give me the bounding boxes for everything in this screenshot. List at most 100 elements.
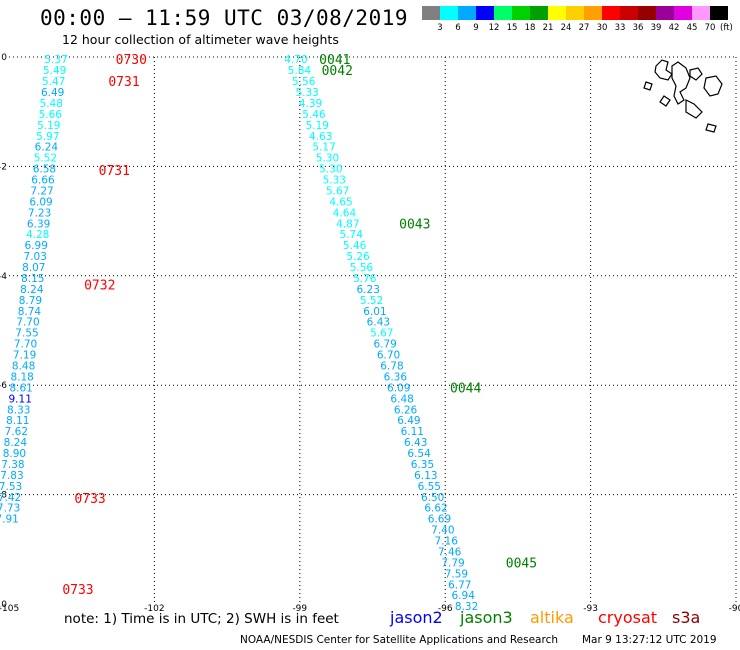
wave-height-value: 4.65 bbox=[329, 196, 352, 208]
wave-height-value: 5.66 bbox=[39, 109, 63, 121]
legend-item-jason2: jason2 bbox=[390, 608, 443, 627]
x-tick-label: -102 bbox=[144, 604, 164, 614]
color-scale-swatch bbox=[530, 6, 548, 20]
wave-height-value: 7.46 bbox=[438, 546, 462, 558]
wave-height-value: 6.09 bbox=[29, 196, 52, 208]
wave-height-value: 7.03 bbox=[24, 251, 47, 263]
wave-height-value: 5.37 bbox=[44, 54, 67, 66]
wave-height-value: 5.26 bbox=[346, 251, 370, 263]
pass-time-label: 0045 bbox=[506, 556, 537, 571]
pass-time-label: 0731 bbox=[99, 164, 130, 179]
color-scale-label: 30 bbox=[596, 23, 608, 33]
wave-height-value: 8.33 bbox=[7, 404, 30, 416]
wave-height-value: 6.11 bbox=[401, 426, 424, 438]
wave-height-value: 7.23 bbox=[28, 207, 51, 219]
color-scale-swatch bbox=[656, 6, 674, 20]
color-scale-swatch bbox=[566, 6, 584, 20]
wave-height-value: 6.79 bbox=[373, 339, 396, 351]
wave-height-value: 7.59 bbox=[445, 568, 468, 580]
credit-text: NOAA/NESDIS Center for Satellite Applica… bbox=[240, 634, 558, 646]
wave-height-value: 7.19 bbox=[13, 350, 36, 362]
wave-height-value: 5.67 bbox=[370, 328, 393, 340]
color-scale-label: 12 bbox=[488, 23, 500, 33]
color-scale-label: 70 bbox=[704, 23, 716, 33]
pass-time-label: 0733 bbox=[62, 583, 93, 598]
wave-height-value: 6.48 bbox=[390, 393, 413, 405]
wave-height-value: 7.16 bbox=[435, 536, 459, 548]
color-scale-label: 42 bbox=[668, 23, 680, 33]
wave-height-value: 5.19 bbox=[37, 120, 60, 132]
wave-height-value: 6.49 bbox=[397, 415, 420, 427]
wave-height-value: 6.09 bbox=[387, 382, 410, 394]
island-outline bbox=[685, 99, 703, 119]
map-title: 00:00 – 11:59 UTC 03/08/2019 bbox=[40, 6, 409, 30]
wave-height-value: 9.11 bbox=[9, 393, 32, 405]
color-scale-swatch bbox=[710, 6, 728, 20]
color-scale-swatch bbox=[440, 6, 458, 20]
wave-height-value: 4.28 bbox=[26, 229, 49, 241]
wave-height-value: 6.13 bbox=[414, 470, 437, 482]
wave-height-value: 5.56 bbox=[350, 262, 374, 274]
wave-height-value: 6.94 bbox=[452, 590, 476, 602]
wave-height-value: 4.64 bbox=[333, 207, 357, 219]
wave-height-value: 5.33 bbox=[295, 87, 318, 99]
wave-height-value: 6.62 bbox=[424, 503, 447, 515]
wave-height-value: 6.43 bbox=[367, 317, 390, 329]
wave-height-value: 6.99 bbox=[25, 240, 48, 252]
pass-time-label: 0733 bbox=[74, 492, 105, 507]
color-scale-swatch bbox=[584, 6, 602, 20]
wave-height-value: 7.70 bbox=[14, 339, 37, 351]
color-scale-swatch bbox=[476, 6, 494, 20]
wave-height-value: 5.48 bbox=[40, 98, 63, 110]
color-scale-label: 15 bbox=[506, 23, 518, 33]
wave-height-value: 5.46 bbox=[343, 240, 367, 252]
island-outline bbox=[689, 67, 703, 81]
wave-height-value: 5.67 bbox=[326, 185, 349, 197]
wave-height-value: 6.36 bbox=[384, 371, 408, 383]
island-outline bbox=[671, 61, 691, 105]
color-scale-swatch bbox=[458, 6, 476, 20]
wave-height-value: 6.26 bbox=[394, 404, 418, 416]
y-tick-label: -10 bbox=[0, 600, 7, 610]
island-outline bbox=[659, 95, 671, 107]
wave-height-value: 5.17 bbox=[312, 142, 335, 154]
wave-height-value: 4.87 bbox=[336, 218, 359, 230]
wave-height-value: 6.55 bbox=[418, 481, 441, 493]
wave-height-value: 7.27 bbox=[30, 185, 53, 197]
wave-height-value: 6.70 bbox=[377, 350, 400, 362]
color-scale-swatch bbox=[548, 6, 566, 20]
wave-height-value: 7.55 bbox=[15, 328, 38, 340]
wave-height-value: 7.38 bbox=[1, 459, 24, 471]
color-scale-swatch bbox=[620, 6, 638, 20]
island-outline bbox=[705, 123, 717, 133]
wave-height-readings: 5.375.495.476.495.485.665.195.976.245.52… bbox=[0, 53, 537, 613]
pass-time-label: 0041 bbox=[319, 53, 350, 68]
y-tick-label: -4 bbox=[0, 272, 7, 282]
wave-height-value: 7.79 bbox=[441, 557, 464, 569]
wave-height-value: 5.56 bbox=[292, 76, 316, 88]
wave-height-value: 7.83 bbox=[0, 470, 23, 482]
color-scale-swatch bbox=[512, 6, 530, 20]
wave-height-value: 7.73 bbox=[0, 503, 20, 515]
wave-height-value: 5.19 bbox=[306, 120, 329, 132]
x-tick-label: -99 bbox=[292, 604, 307, 614]
color-scale-label: 3 bbox=[437, 23, 443, 33]
color-scale-label: 9 bbox=[473, 23, 479, 33]
color-scale-label: 45 bbox=[686, 23, 698, 33]
wave-height-value: 6.23 bbox=[357, 284, 380, 296]
color-scale-swatch bbox=[494, 6, 512, 20]
wave-height-value: 7.42 bbox=[0, 492, 21, 504]
pass-time-label: 0042 bbox=[322, 64, 353, 79]
wave-height-value: 8.79 bbox=[19, 295, 42, 307]
map-axes: -105 -102 -99 -96 -93 -90 0 -2 -4 -6 -8 -10 bbox=[0, 53, 740, 614]
wave-height-value: 5.33 bbox=[323, 175, 346, 187]
wave-height-value: 8.07 bbox=[22, 262, 45, 274]
wave-height-value: 8.61 bbox=[9, 382, 32, 394]
pass-time-label: 0731 bbox=[108, 75, 139, 90]
wave-height-value: 6.43 bbox=[404, 437, 427, 449]
wave-height-value: 6.39 bbox=[27, 218, 50, 230]
wave-height-value: 6.50 bbox=[421, 492, 444, 504]
legend-item-s3a: s3a bbox=[672, 608, 701, 627]
pass-time-label: 0043 bbox=[399, 217, 430, 232]
wave-height-value: 6.49 bbox=[41, 87, 64, 99]
